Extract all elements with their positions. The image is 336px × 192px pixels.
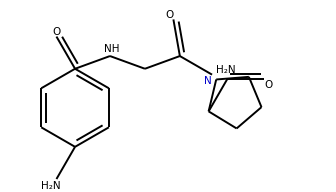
Text: NH: NH	[104, 44, 120, 54]
Text: O: O	[52, 27, 60, 37]
Text: O: O	[264, 80, 272, 90]
Text: H₂N: H₂N	[215, 65, 235, 75]
Text: H₂N: H₂N	[41, 181, 61, 191]
Text: O: O	[166, 10, 174, 20]
Text: N: N	[205, 76, 212, 86]
